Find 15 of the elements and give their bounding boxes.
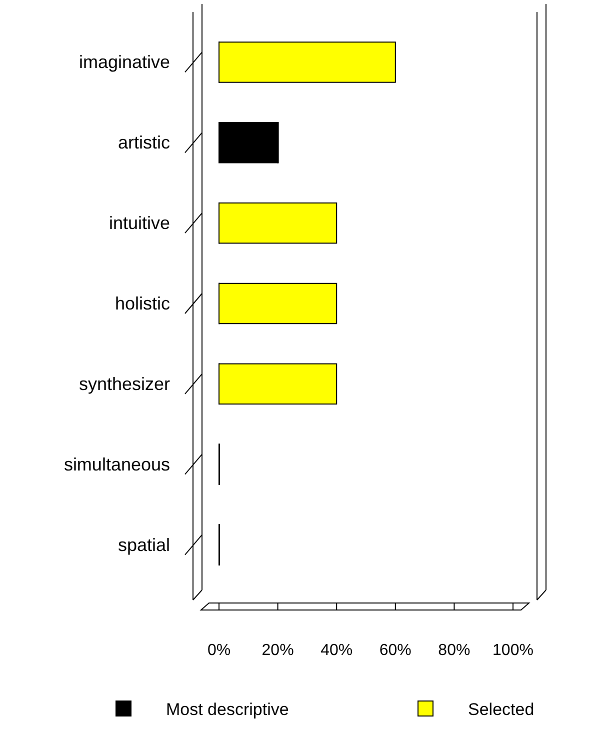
legend-label: Most descriptive (166, 700, 289, 719)
y-tick-label: artistic (118, 132, 170, 153)
y-tick-label: imaginative (78, 52, 170, 72)
y-tick-label: synthesizer (78, 374, 170, 394)
y-tick-label: holistic (114, 294, 170, 314)
x-tick-label: 40% (320, 642, 353, 659)
legend-label: Selected (468, 700, 534, 719)
x-tick-label: 60% (379, 642, 412, 659)
x-tick-label: 80% (438, 642, 470, 659)
x-tick-label: 100% (492, 642, 534, 659)
y-tick-label: simultaneous (64, 454, 170, 474)
y-tick-label: intuitive (108, 213, 170, 234)
y-tick-label: spatial (118, 534, 170, 555)
x-tick-label: 0% (207, 642, 231, 659)
x-tick-label: 20% (262, 642, 294, 659)
